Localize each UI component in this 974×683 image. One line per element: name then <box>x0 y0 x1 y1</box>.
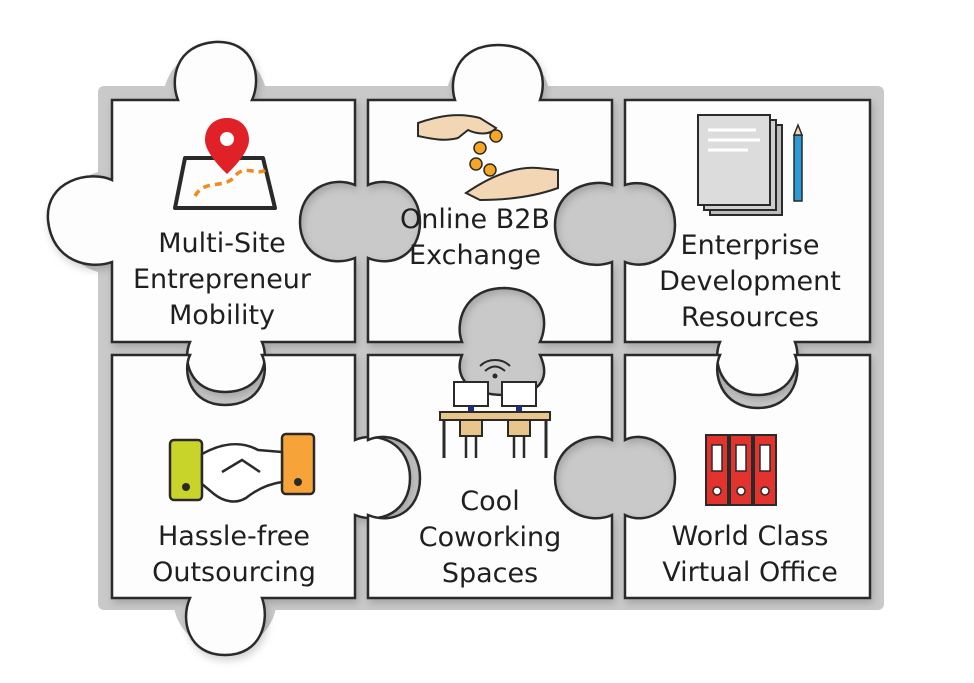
label-line: Coworking <box>418 522 562 553</box>
piece-outsourcing <box>110 353 412 657</box>
label-line: Outsourcing <box>152 557 316 588</box>
label-virtual-office: World Class Virtual Office <box>630 519 870 591</box>
binder-3 <box>753 434 777 506</box>
piece-enterprise <box>623 98 872 397</box>
label-coworking: Cool Coworking Spaces <box>380 484 600 592</box>
map-pin-icon <box>173 118 277 210</box>
binder-2 <box>729 434 753 506</box>
label-line: Exchange <box>409 240 541 271</box>
label-online-b2b: Online B2B Exchange <box>350 202 600 274</box>
label-enterprise: Enterprise Development Resources <box>630 228 870 336</box>
piece-multi-site <box>46 40 357 394</box>
coworking-desk-icon <box>439 359 551 458</box>
label-multi-site: Multi-Site Entrepreneur Mobility <box>112 226 332 334</box>
label-line: Resources <box>681 302 819 333</box>
label-line: World Class <box>671 521 829 552</box>
label-line: Enterprise <box>680 230 820 261</box>
documents-pencil-icon <box>697 114 804 216</box>
binders-icon <box>705 434 777 506</box>
binder-1 <box>705 434 729 506</box>
label-line: Online B2B <box>400 204 550 235</box>
label-line: Spaces <box>441 558 539 589</box>
label-outsourcing: Hassle-free Outsourcing <box>118 519 350 591</box>
label-line: Virtual Office <box>662 557 838 588</box>
handshake-icon <box>168 432 316 503</box>
label-line: Hassle-free <box>157 521 311 552</box>
label-line: Development <box>659 266 841 297</box>
hands-coins-icon <box>417 114 559 202</box>
label-line: Multi-Site <box>158 228 286 259</box>
label-line: Mobility <box>168 300 276 331</box>
label-line: Cool <box>460 486 520 517</box>
label-line: Entrepreneur <box>132 264 312 295</box>
